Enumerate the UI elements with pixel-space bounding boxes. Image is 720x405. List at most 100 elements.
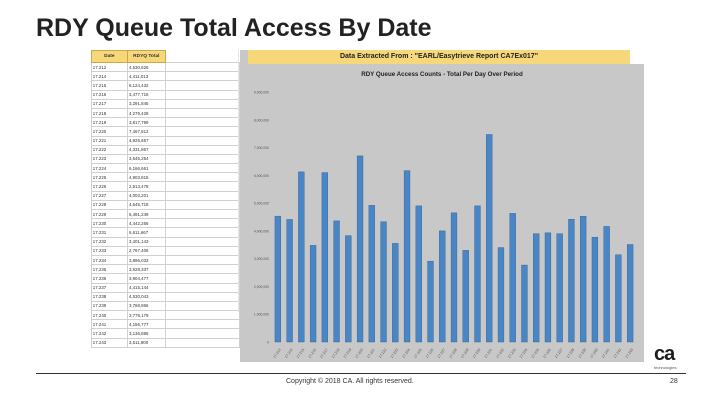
bar [403,170,411,343]
row-gutter [68,219,91,228]
empty-cell [164,98,241,109]
x-tick-label: 17.229 [460,348,470,359]
table-row: 17.223 3,545,254 [68,153,241,165]
bar [439,230,446,343]
row-gutter [68,255,91,264]
page-number: 28 [670,378,678,385]
table-row: 17.216 3,477,716 [68,89,241,100]
cell-date: 17.233 [90,245,128,256]
row-gutter [68,127,91,136]
x-tick-label: 17.226 [425,348,435,359]
empty-cell [164,126,241,137]
cell-total: 4,530,626 [126,61,166,73]
cell-total: 4,645,718 [126,199,166,211]
cell-date: 17.223 [90,153,128,165]
y-tick-label: 5,000,000 [254,202,269,206]
bar [521,264,528,343]
table-row: 17.234 3,896,033 [68,254,241,266]
table-row: 17.230 4,442,256 [68,218,241,229]
bar [556,233,563,343]
table-row: 17.227 4,003,201 [68,190,241,201]
chart-panel-edge [240,50,248,64]
table-row: 17.242 3,136,886 [68,328,241,339]
row-gutter [68,108,91,117]
cell-total: 4,003,201 [126,190,166,201]
row-gutter [68,320,91,329]
cell-total: 6,124,432 [126,80,166,91]
x-tick-label: 17.238 [566,348,576,359]
cell-date: 17.230 [90,218,128,229]
cell-date: 17.214 [90,71,128,82]
bar [462,250,469,343]
bar [615,254,622,343]
empty-cell [164,310,241,321]
cell-total: 3,291,845 [126,98,166,109]
empty-cell [164,208,241,220]
bar [356,155,364,343]
bar [486,134,493,343]
bar [568,219,575,343]
row-gutter [68,200,91,209]
cell-date: 17.222 [90,144,128,155]
y-tick-label: 8,000,000 [254,118,269,122]
cell-total: 3,136,886 [126,328,166,339]
empty-cell [164,61,241,73]
cell-total: 3,778,179 [126,310,166,321]
bar [309,245,317,343]
row-gutter [68,228,91,237]
cell-total: 3,401,143 [126,236,166,247]
cell-total: 4,279,428 [126,107,166,119]
cell-total: 4,156,777 [126,319,166,330]
copyright-text: Copyright © 2018 CA. All rights reserved… [286,378,414,385]
cell-total: 6,166,661 [126,163,166,174]
table-row: 17.215 6,124,432 [68,80,241,91]
cell-date: 17.215 [90,80,128,91]
table-row: 17.228 4,645,718 [68,199,241,211]
empty-cell [164,328,241,339]
cell-total: 4,331,867 [126,144,166,155]
empty-cell [164,273,241,284]
table-row: 17.233 2,767,406 [68,245,241,256]
cell-total: 3,817,799 [126,117,166,128]
cell-total: 2,767,406 [126,245,166,256]
row-gutter [68,145,91,154]
x-tick-label: 17.230 [472,348,482,359]
x-tick-label: 17.242 [613,348,623,359]
row-gutter [68,274,91,283]
empty-cell [164,245,241,256]
cell-date: 17.239 [90,300,128,312]
cell-total: 3,477,716 [126,89,166,100]
empty-cell [164,107,241,119]
bar [603,226,610,343]
bar [380,221,387,343]
x-tick-label: 17.217 [319,348,329,359]
bar [580,215,587,343]
empty-cell [164,117,241,128]
table-row: 17.218 4,279,428 [68,107,241,119]
empty-cell [164,89,241,100]
table-row: 17.241 4,156,777 [68,319,241,330]
cell-total: 4,411,013 [126,71,166,82]
empty-cell [164,190,241,201]
table-row: 17.236 3,904,477 [68,273,241,284]
row-gutter [68,72,91,81]
x-tick-label: 17.221 [366,348,376,359]
cell-date: 17.221 [90,135,128,146]
x-tick-label: 17.237 [554,348,564,359]
empty-cell [164,218,241,229]
empty-cell [164,319,241,330]
x-tick-label: 17.240 [589,348,599,359]
cell-date: 17.220 [90,126,128,137]
y-tick-label: 2,000,000 [254,285,269,289]
empty-cell [164,172,241,183]
row-gutter [68,301,91,310]
table-row: 17.238 4,530,043 [68,291,241,302]
footer-rule [36,373,686,374]
cell-date: 17.219 [90,117,128,128]
cell-date: 17.242 [90,328,128,339]
row-gutter [68,283,91,292]
row-gutter [68,182,91,191]
row-gutter [68,90,91,99]
cell-total: 4,415,144 [126,282,166,293]
grid-column-line [238,50,239,312]
